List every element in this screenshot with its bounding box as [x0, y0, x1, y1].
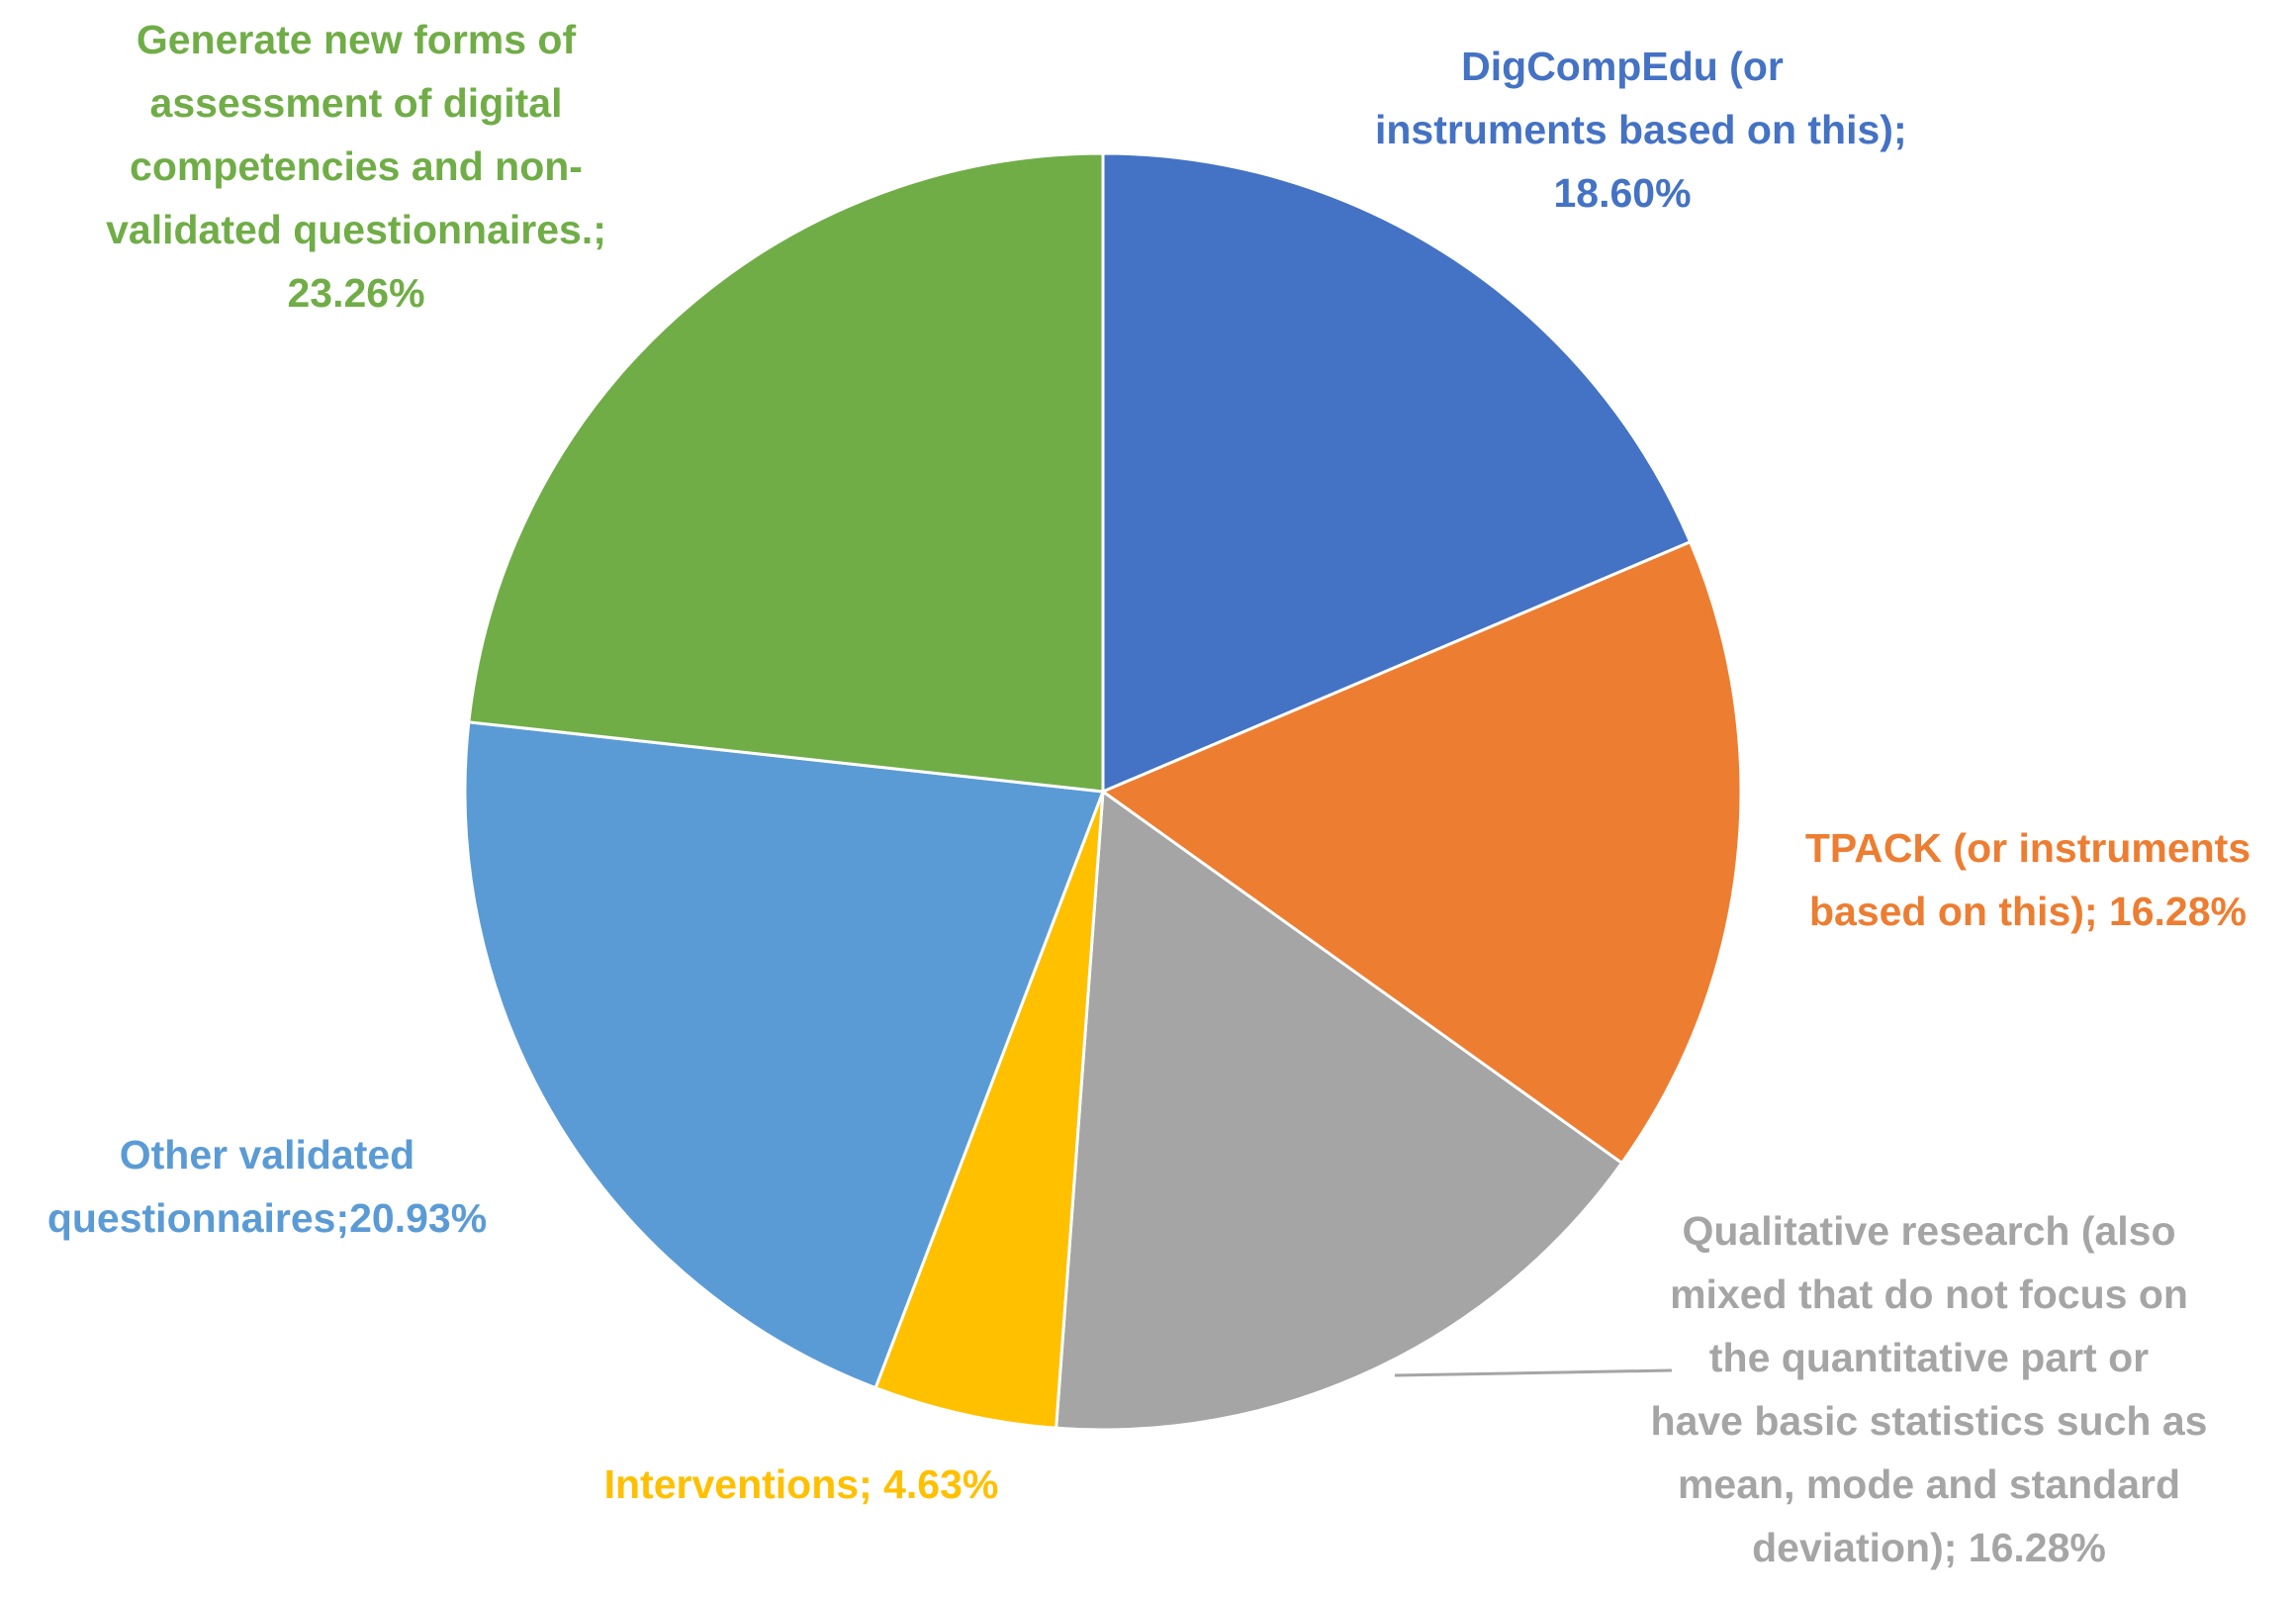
slice-label-digcompedu: DigCompEdu (or instruments based on this…: [1375, 35, 1907, 225]
label-line: 23.26%: [287, 270, 425, 316]
slice-label-interventions: Interventions; 4.63%: [554, 1453, 1049, 1516]
label-line: validated questionnaires.;: [106, 207, 606, 252]
label-line: Generate new forms of: [136, 17, 577, 62]
pie-slice-digcompedu: [1101, 151, 1693, 795]
pie-slice-other-validated: [463, 720, 1106, 1390]
label-line: deviation); 16.28%: [1752, 1525, 2106, 1570]
pie-slice-interventions: [873, 791, 1105, 1430]
label-line: DigCompEdu (or: [1461, 44, 1784, 89]
pie-slice-tpack: [1099, 539, 1743, 1166]
label-line: Interventions; 4.63%: [603, 1461, 999, 1507]
slice-label-qualitative: Qualitative research (also mixed that do…: [1603, 1199, 2255, 1579]
slice-label-new-forms: Generate new forms of assessment of digi…: [69, 8, 643, 325]
pie-slice-qualitative: [1055, 789, 1624, 1432]
label-line: Other validated: [119, 1132, 415, 1177]
leader-line-qualitative: [1394, 1368, 1673, 1377]
label-line: TPACK (or instruments: [1804, 825, 2251, 871]
slice-label-other-validated: Other validated questionnaires;20.93%: [0, 1123, 534, 1250]
label-line: instruments based on this);: [1375, 107, 1907, 152]
label-line: questionnaires;20.93%: [46, 1195, 488, 1241]
label-line: the quantitative part or: [1708, 1335, 2150, 1380]
slice-label-tpack: TPACK (or instruments based on this); 16…: [1761, 816, 2295, 943]
label-line: based on this); 16.28%: [1808, 889, 2247, 934]
label-line: 18.60%: [1553, 170, 1692, 216]
label-line: have basic statistics such as: [1650, 1398, 2208, 1444]
label-line: mixed that do not focus on: [1670, 1271, 2188, 1317]
label-line: competencies and non-: [130, 143, 583, 189]
label-line: mean, mode and standard: [1677, 1461, 2181, 1507]
pie-slices: [463, 151, 1743, 1432]
label-line: assessment of digital: [149, 80, 563, 126]
pie-slice-new-forms: [467, 151, 1105, 794]
label-line: Qualitative research (also: [1682, 1208, 2176, 1254]
